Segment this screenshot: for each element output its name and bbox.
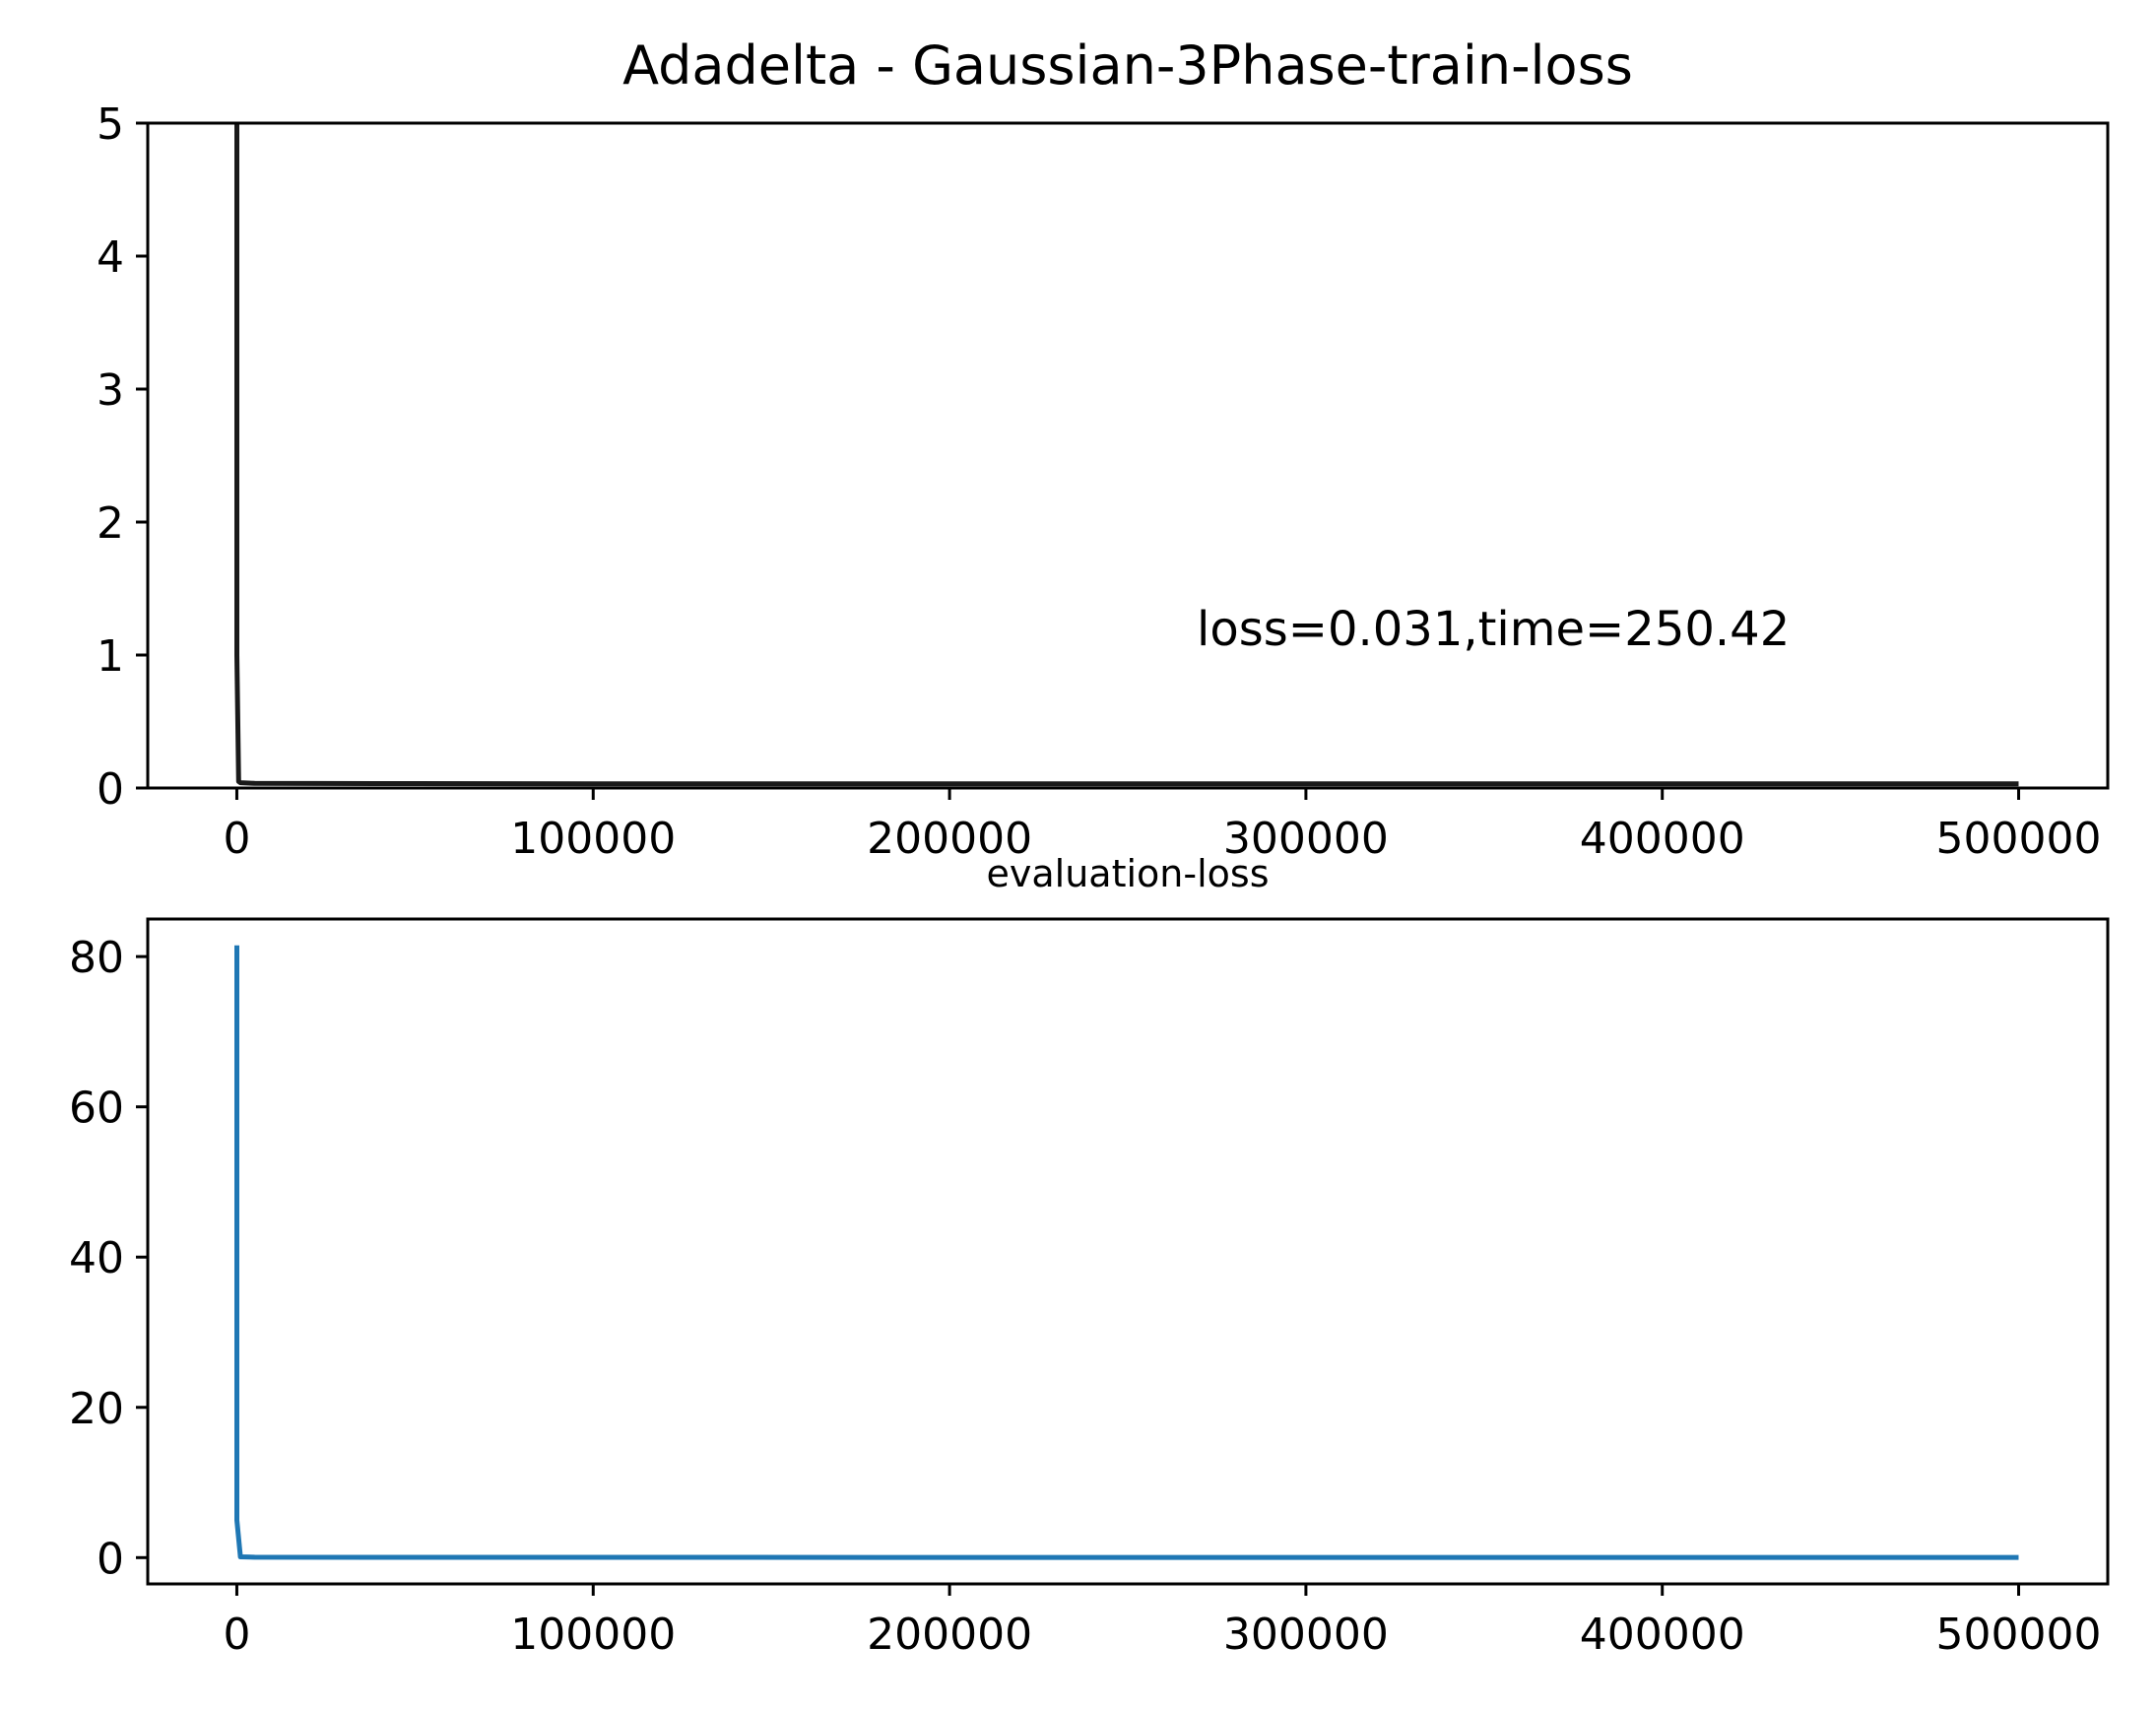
series-line-2-1 <box>234 945 2019 1560</box>
chart-panel-2: 0 100000 200000 300000 400000 500000 0 20 40 60 80… <box>69 852 2110 1660</box>
plot-frame <box>146 121 2110 790</box>
x-tick-label: 200000 <box>867 1610 1032 1660</box>
y-tick-label: 4 <box>97 232 124 283</box>
series-line-1-1 <box>234 123 2019 787</box>
y-tick-label: 5 <box>97 99 124 150</box>
y-tick-label: 3 <box>97 365 124 416</box>
y-tick-label: 40 <box>69 1233 124 1283</box>
x-tick-label: 300000 <box>1223 1610 1389 1660</box>
plot-frame <box>146 917 2110 1586</box>
chart-title: evaluation-loss <box>987 852 1270 895</box>
x-tick-label: 400000 <box>1580 1610 1745 1660</box>
x-tick-label: 100000 <box>510 814 676 864</box>
y-tick-label: 1 <box>97 631 124 682</box>
y-tick-label: 2 <box>97 498 124 549</box>
x-tick-label: 400000 <box>1580 814 1745 864</box>
x-tick-label: 500000 <box>1936 1610 2102 1660</box>
y-tick-label: 80 <box>69 933 124 983</box>
x-tick-label: 0 <box>223 1610 250 1660</box>
chart-panel-1: 0 100000 200000 300000 400000 500000 0 1 2 3 4 5 Ada… <box>97 34 2110 864</box>
x-tick-label: 0 <box>223 814 250 864</box>
y-tick-label: 0 <box>97 1534 124 1584</box>
chart-annotation: loss=0.031,time=250.42 <box>1197 602 1790 657</box>
y-tick-label: 20 <box>69 1384 124 1434</box>
chart-title: Adadelta - Gaussian-3Phase-train-loss <box>622 34 1633 97</box>
x-tick-label: 200000 <box>867 814 1032 864</box>
y-tick-label: 0 <box>97 764 124 815</box>
x-tick-label: 500000 <box>1936 814 2102 864</box>
x-tick-label: 100000 <box>510 1610 676 1660</box>
y-tick-label: 60 <box>69 1084 124 1134</box>
x-tick-label: 300000 <box>1223 814 1389 864</box>
